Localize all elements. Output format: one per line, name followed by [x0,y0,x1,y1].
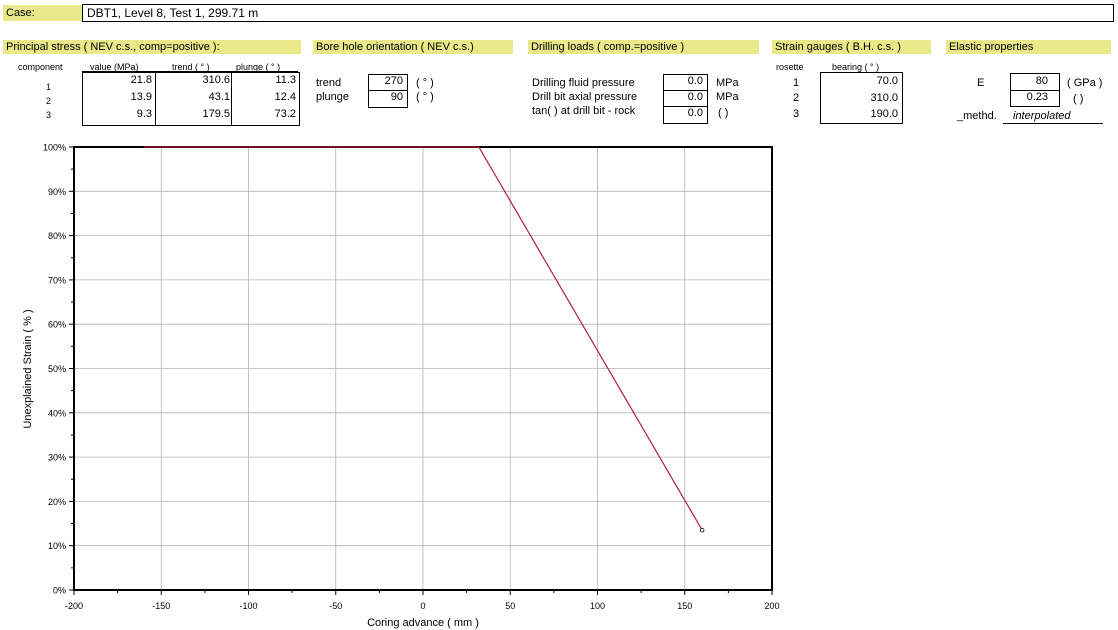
stress-2-plunge[interactable]: 12.4 [274,91,296,103]
series-line [143,146,703,531]
gauges-input-box [820,72,903,124]
y-axis-label: Unexplained Strain ( % ) [22,309,34,428]
borehole-plunge-unit: ( ° ) [416,91,434,103]
elastic-nu-unit: ( ) [1073,93,1084,105]
elastic-nu-value[interactable]: 0.23 [1026,91,1048,103]
stress-1-value[interactable]: 21.8 [130,74,152,86]
gauges-header: Strain gauges ( B.H. c.s. ) [772,40,931,54]
elastic-input-box [1010,73,1060,107]
rosette-2: 2 [793,92,800,104]
bearing-3[interactable]: 190.0 [870,108,898,120]
drill-bit-axial-unit: MPa [716,91,739,103]
y-tick-label: 10% [48,541,66,551]
borehole-input-box [368,74,408,108]
x-tick-label: 0 [420,601,425,611]
col-header-value: value (MPa) [90,62,139,72]
drill-bit-tan-value[interactable]: 0.0 [687,107,703,119]
case-value-field[interactable]: DBT1, Level 8, Test 1, 299.71 m [82,4,1114,22]
bearing-2[interactable]: 310.0 [870,92,898,104]
case-label: Case: [3,5,83,21]
component-1: 1 [46,82,52,92]
stress-3-plunge[interactable]: 73.2 [274,108,296,120]
case-value: DBT1, Level 8, Test 1, 299.71 m [87,6,259,20]
stress-3-trend[interactable]: 179.5 [202,108,230,120]
gauges-header-bearing: bearing ( ° ) [832,62,880,72]
drilling-fluid-value[interactable]: 0.0 [687,75,703,87]
x-tick-label: -150 [152,601,170,611]
strain-chart: 0% 10% 20% 30% 40% 50% 60% 70% 80% 90% 100% -200 -1… [22,143,780,630]
elastic-header: Elastic properties [946,40,1111,54]
borehole-header: Bore hole orientation ( NEV c.s.) [313,40,513,54]
elastic-e-label: E [977,77,985,89]
borehole-trend-unit: ( ° ) [416,77,434,89]
y-tick-label: 50% [48,364,66,374]
y-tick-label: 80% [48,231,66,241]
y-tick-label: 0% [53,586,66,596]
col-header-trend: trend ( ° ) [172,62,210,72]
principal-stress-header: Principal stress ( NEV c.s., comp=positi… [3,40,301,54]
drill-bit-axial-label: Drill bit axial pressure [532,91,638,103]
borehole-trend-value[interactable]: 270 [384,75,403,87]
component-2: 2 [46,96,52,106]
elastic-e-unit: ( GPa ) [1067,77,1103,89]
y-tick-label: 90% [48,187,66,197]
x-tick-label: 200 [764,601,779,611]
y-tick-label: 100% [43,143,66,153]
borehole-trend-label: trend [316,77,342,89]
col-header-plunge: plunge ( ° ) [236,62,281,72]
drill-bit-tan-label: tan( ) at drill bit - rock [532,105,636,117]
principal-stress-table [82,72,300,126]
x-axis-label: Coring advance ( mm ) [367,617,479,629]
borehole-plunge-label: plunge [316,91,350,103]
x-tick-label: -50 [329,601,342,611]
component-3: 3 [46,110,52,120]
y-tick-label: 20% [48,497,66,507]
stress-2-value[interactable]: 13.9 [130,91,152,103]
elastic-method-label: _methd. [957,110,997,122]
y-tick-label: 40% [48,408,66,418]
drill-bit-axial-value[interactable]: 0.0 [687,91,703,103]
elastic-method-value[interactable]: interpolated [1013,110,1071,122]
x-tick-label: -100 [239,601,257,611]
gauges-header-rosette: rosette [776,62,804,72]
y-tick-label: 70% [48,275,66,285]
x-tick-label: 50 [505,601,515,611]
drilling-fluid-label: Drilling fluid pressure [532,77,635,89]
stress-1-plunge[interactable]: 11.3 [275,74,296,86]
drilling-header: Drilling loads ( comp.=positive ) [528,40,759,54]
stress-2-trend[interactable]: 43.1 [208,91,230,103]
drilling-input-box [663,74,708,124]
x-tick-label: -200 [65,601,83,611]
drill-bit-tan-unit: ( ) [718,107,729,119]
drilling-fluid-unit: MPa [716,77,739,89]
bearing-1[interactable]: 70.0 [876,75,898,87]
rosette-3: 3 [793,108,800,120]
x-tick-label: 100 [590,601,605,611]
series-end-point [700,527,705,533]
y-tick-label: 60% [48,320,66,330]
stress-3-value[interactable]: 9.3 [136,108,152,120]
x-tick-label: 150 [677,601,692,611]
col-header-component: component [18,62,63,72]
stress-1-trend[interactable]: 310.6 [202,74,230,86]
rosette-1: 1 [793,77,800,89]
borehole-plunge-value[interactable]: 90 [390,91,403,103]
elastic-e-value[interactable]: 80 [1035,75,1048,87]
y-tick-label: 30% [48,453,66,463]
